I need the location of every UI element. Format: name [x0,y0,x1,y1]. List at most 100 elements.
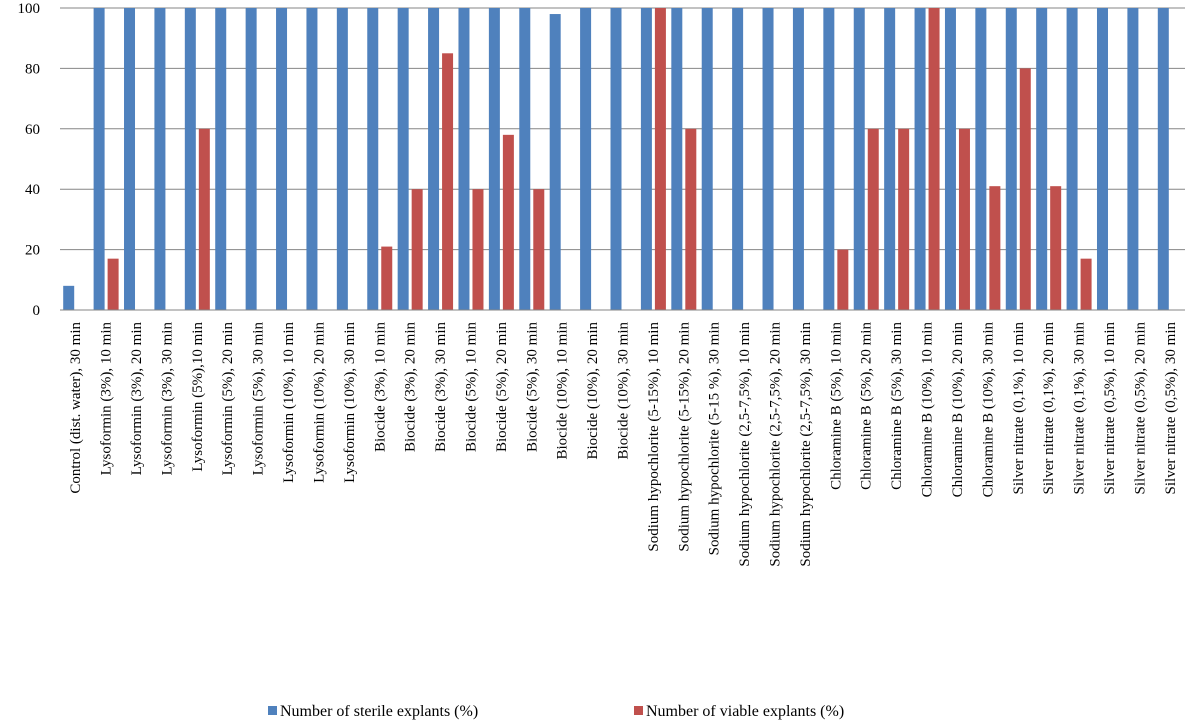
bar-sterile [397,8,409,310]
bar-sterile [1036,8,1048,310]
legend: Number of sterile explants (%) Number of… [268,703,844,720]
x-category-label: Chloramine B (5%), 30 min [889,322,905,490]
bar-viable [442,53,454,311]
x-category-label: Biocide (5%), 10 min [463,322,479,452]
bar-sterile [549,14,561,310]
x-category-label: Biocide (10%), 30 min [616,322,632,460]
bar-sterile [1157,8,1169,310]
bar-sterile [732,8,744,310]
x-category-label: Silver nitrate (0,1%), 20 min [1041,322,1057,495]
bar-sterile [914,8,926,310]
x-category-label: Sodium hypochlorite (2,5-7,5%), 10 min [737,322,753,567]
x-category-label: Biocide (3%), 20 min [403,322,419,452]
bar-viable [958,128,970,310]
bar-viable [867,128,879,310]
bar-viable [502,134,514,310]
bar-viable [533,189,545,310]
bar-sterile [580,8,592,310]
bar-sterile [458,8,470,310]
bar-viable [411,189,423,310]
bar-sterile [488,8,500,310]
legend-swatch-viable [634,706,643,715]
bar-sterile [823,8,835,310]
legend-label-viable: Number of viable explants (%) [646,703,844,720]
x-category-label: Biocide (10%), 10 min [555,322,571,460]
bar-sterile [245,8,257,310]
x-category-label: Biocide (10%), 20 min [585,322,601,460]
bar-viable [989,186,1001,310]
x-category-label: Sodium hypochlorite (2,5-7,5%), 30 min [798,322,814,567]
legend-label-sterile: Number of sterile explants (%) [280,703,478,720]
bar-viable [1080,258,1092,310]
bar-sterile [610,8,622,310]
x-category-label: Silver nitrate (0,5%), 20 min [1132,322,1148,495]
bar-sterile [276,8,288,310]
x-category-label: Lysoformin (10%), 10 min [281,322,297,483]
bar-sterile [701,8,713,310]
y-tick-label: 100 [18,1,41,17]
bar-sterile [367,8,379,310]
x-category-label: Lysoformin (5%), 20 min [220,322,236,476]
x-category-label: Lysoformin (5%), 30 min [251,322,267,476]
x-category-label: Chloramine B (5%), 10 min [828,322,844,490]
bar-sterile [944,8,956,310]
bar-sterile [853,8,865,310]
x-category-label: Lysoformin (5%),10 min [190,322,206,472]
bar-sterile [1005,8,1017,310]
x-category-label: Lysoformin (10%), 20 min [311,322,327,483]
bar-sterile [792,8,804,310]
x-category-label: Sodium hypochlorite (5-15%), 10 min [646,322,662,552]
bars [63,8,1169,311]
bar-viable [472,189,484,310]
x-category-label: Silver nitrate (0,5%), 30 min [1163,322,1179,495]
x-category-label: Chloramine B (10%), 30 min [980,322,996,498]
x-category-label: Silver nitrate (0,1%), 30 min [1072,322,1088,495]
y-tick-label: 80 [25,61,40,77]
bar-sterile [1066,8,1078,310]
y-tick-label: 0 [33,303,41,319]
x-category-label: Biocide (3%), 30 min [433,322,449,452]
bar-viable [685,128,697,310]
y-tick-label: 60 [25,122,40,138]
x-axis-category-labels: Control (dist. water), 30 min Lysoformin … [68,322,1179,567]
y-tick-label: 40 [25,182,40,198]
bar-sterile [975,8,987,310]
bar-sterile [215,8,227,310]
x-category-label: Lysoformin (3%), 30 min [159,322,175,476]
bar-viable [837,249,849,310]
bar-sterile [428,8,440,310]
bar-sterile [184,8,196,310]
bar-sterile [519,8,531,310]
bar-sterile [1127,8,1139,310]
bar-viable [928,8,940,310]
bar-sterile [93,8,105,310]
bar-sterile [640,8,652,310]
bar-viable [381,246,393,310]
x-category-label: Lysoformin (10%), 30 min [342,322,358,483]
y-axis-ticks: 0 20 40 60 80 100 [18,1,41,319]
x-category-label: Biocide (5%), 30 min [524,322,540,452]
x-category-label: Biocide (5%), 20 min [494,322,510,452]
bar-sterile [884,8,896,310]
bar-viable [198,128,210,310]
x-category-label: Lysoformin (3%), 10 min [99,322,115,476]
y-tick-label: 20 [25,243,40,259]
bar-sterile [154,8,166,310]
bar-sterile [1096,8,1108,310]
bar-sterile [306,8,318,310]
x-category-label: Sodium hypochlorite (5-15%), 20 min [676,322,692,552]
bar-viable [654,8,666,310]
x-category-label: Biocide (3%), 10 min [372,322,388,452]
bar-sterile [762,8,774,310]
x-category-label: Silver nitrate (0,1%), 10 min [1011,322,1027,495]
bar-viable [1019,68,1031,311]
legend-swatch-sterile [268,706,277,715]
x-category-label: Sodium hypochlorite (2,5-7,5%), 20 min [768,322,784,567]
x-category-label: Silver nitrate (0,5%), 10 min [1102,322,1118,495]
bar-viable [898,128,910,310]
x-category-label: Control (dist. water), 30 min [68,322,84,494]
bar-sterile [63,285,75,310]
bar-sterile [671,8,683,310]
bar-viable [1050,186,1062,310]
